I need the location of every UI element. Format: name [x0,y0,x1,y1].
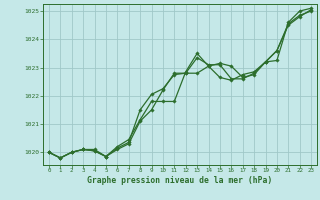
X-axis label: Graphe pression niveau de la mer (hPa): Graphe pression niveau de la mer (hPa) [87,176,273,185]
